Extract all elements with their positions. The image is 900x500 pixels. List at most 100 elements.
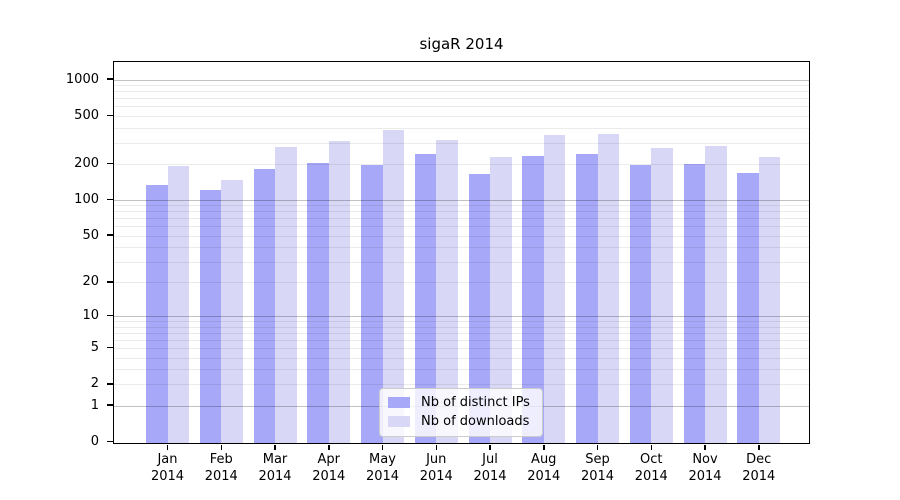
x-tick-mar [274, 445, 276, 450]
bar-downloads-dec [758, 157, 781, 443]
gridline-2 [114, 384, 809, 386]
x-tick-sep [596, 445, 599, 450]
x-tick-oct [650, 445, 652, 450]
y-tick-label-2: 2 [90, 376, 99, 392]
y-tick-1 [107, 404, 113, 406]
x-tick-label-dec: Dec 2014 [742, 452, 776, 484]
gridline-20 [114, 282, 809, 284]
gridline-40 [114, 247, 809, 249]
x-tick-jun [435, 445, 437, 450]
x-tick-feb [220, 445, 222, 450]
bar-distinct-ips-may [361, 164, 383, 443]
gridline-200 [114, 163, 809, 165]
x-tick-may [381, 445, 384, 450]
bar-downloads-mar [275, 146, 297, 443]
bar-distinct-ips-sep [576, 153, 598, 443]
bar-downloads-nov [705, 145, 727, 443]
bar-downloads-aug [543, 134, 566, 443]
gridline-9 [114, 321, 809, 323]
gridline-700 [114, 98, 809, 100]
x-tick-aug [543, 445, 545, 450]
gridline-400 [114, 127, 809, 129]
x-tick-label-jan: Jan 2014 [150, 452, 185, 484]
y-tick-5 [107, 346, 113, 349]
gridline-6 [114, 339, 809, 341]
y-tick-label-50: 50 [82, 227, 99, 243]
y-tick-label-500: 500 [74, 107, 99, 123]
x-tick-label-nov: Nov 2014 [688, 452, 722, 484]
gridline-5 [114, 348, 809, 350]
y-tick-100 [107, 198, 113, 201]
y-tick-20 [107, 281, 113, 283]
y-tick-label-0: 0 [90, 434, 99, 450]
bar-downloads-oct [651, 148, 673, 443]
gridline-7 [114, 332, 809, 334]
gridline-300 [114, 142, 809, 144]
x-tick-label-aug: Aug 2014 [527, 452, 561, 484]
legend-item-distinct-ips: Nb of distinct IPs [388, 396, 530, 409]
bar-downloads-may [382, 130, 404, 443]
y-tick-50 [107, 234, 113, 236]
x-tick-label-apr: Apr 2014 [312, 452, 346, 484]
x-tick-jan [166, 445, 169, 450]
gridline-8 [114, 326, 809, 328]
x-tick-nov [704, 445, 706, 450]
gridline-90 [114, 205, 809, 207]
bar-downloads-feb [221, 179, 243, 443]
y-tick-500 [107, 114, 113, 117]
chart-title: sigaR 2014 [419, 35, 504, 53]
x-tick-label-feb: Feb 2014 [204, 452, 238, 484]
gridline-600 [114, 106, 809, 108]
bar-distinct-ips-jan [146, 184, 168, 443]
gridline-1000 [114, 79, 809, 81]
bar-distinct-ips-jun [414, 153, 437, 443]
x-tick-apr [328, 445, 330, 450]
x-tick-label-jul: Jul 2014 [473, 452, 507, 484]
gridline-50 [114, 235, 809, 237]
bar-distinct-ips-oct [629, 165, 652, 443]
gridline-3 [114, 369, 809, 371]
y-tick-label-1: 1 [90, 397, 99, 413]
legend-label-distinct-ips: Nb of distinct IPs [421, 395, 530, 410]
x-tick-label-sep: Sep 2014 [580, 452, 615, 484]
bar-distinct-ips-feb [199, 189, 222, 443]
gridline-100 [114, 199, 809, 201]
y-tick-label-200: 200 [74, 155, 99, 171]
gridline-60 [114, 226, 809, 228]
bar-distinct-ips-apr [307, 163, 329, 443]
bar-downloads-jun [436, 140, 458, 443]
bar-downloads-apr [328, 140, 351, 443]
gridline-4 [114, 357, 809, 359]
y-tick-label-1000: 1000 [65, 71, 99, 87]
y-tick-1000 [107, 78, 113, 80]
x-tick-label-oct: Oct 2014 [634, 452, 668, 484]
y-tick-200 [107, 162, 113, 164]
bar-distinct-ips-mar [253, 169, 275, 443]
y-tick-label-10: 10 [82, 308, 99, 324]
y-tick-label-20: 20 [82, 274, 99, 290]
gridline-30 [114, 261, 809, 263]
y-tick-label-5: 5 [90, 340, 99, 356]
bar-downloads-sep [597, 133, 619, 443]
y-tick-0 [107, 440, 113, 443]
gridline-800 [114, 91, 809, 93]
bar-distinct-ips-dec [737, 173, 759, 443]
bar-distinct-ips-jul [468, 174, 490, 443]
gridline-900 [114, 85, 809, 87]
x-tick-label-jun: Jun 2014 [419, 452, 453, 484]
x-tick-label-may: May 2014 [365, 452, 400, 484]
legend-label-downloads: Nb of downloads [421, 414, 530, 429]
plot-area: Nb of distinct IPs Nb of downloads [113, 61, 810, 444]
legend-item-downloads: Nb of downloads [388, 415, 530, 428]
y-tick-label-100: 100 [74, 191, 99, 207]
legend-swatch-downloads-icon [388, 416, 410, 427]
gridline-70 [114, 218, 809, 220]
x-tick-jul [489, 445, 491, 450]
bar-distinct-ips-nov [683, 164, 705, 443]
legend-swatch-distinct-ips-icon [388, 397, 410, 408]
gridline-80 [114, 211, 809, 213]
gridline-10 [114, 316, 809, 318]
bar-downloads-jan [167, 165, 189, 443]
bar-distinct-ips-aug [522, 156, 544, 443]
